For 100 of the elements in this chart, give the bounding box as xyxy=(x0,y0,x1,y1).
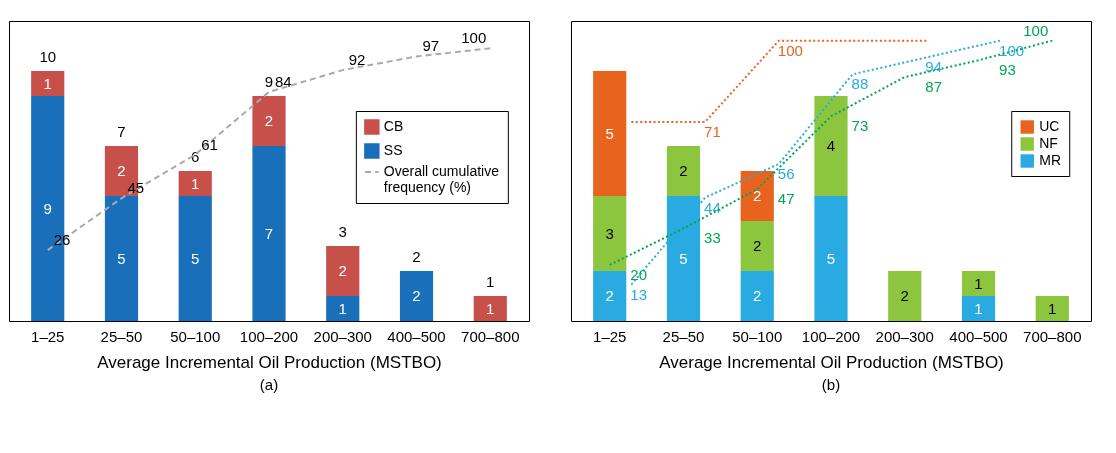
bar xyxy=(666,146,701,196)
bar xyxy=(740,171,774,221)
data-label: 2 xyxy=(264,112,274,129)
x-tick-label: 100–200 xyxy=(801,327,861,345)
data-label: 5 xyxy=(191,249,200,267)
data-label: 2 xyxy=(900,287,909,304)
text: (a) xyxy=(259,376,279,393)
bar xyxy=(961,271,996,296)
bar xyxy=(593,196,627,271)
data-label: 7 xyxy=(264,224,274,242)
data-label: 100 xyxy=(999,41,1025,59)
x-tick-label: 400–500 xyxy=(387,327,446,345)
bar xyxy=(178,196,212,321)
bar xyxy=(178,171,212,196)
total-label: 1 xyxy=(486,273,495,290)
data-label: 5 xyxy=(826,249,836,267)
data-label: 47 xyxy=(777,190,795,208)
bar xyxy=(252,96,286,146)
x-tick-label: 25–50 xyxy=(662,327,705,345)
data-label: 20 xyxy=(630,265,648,283)
x-tick-label: 200–300 xyxy=(313,327,372,345)
x-tick-label: 1–25 xyxy=(593,327,627,345)
data-label: 2 xyxy=(605,287,614,304)
legend-label: CB xyxy=(383,118,404,134)
bar xyxy=(593,271,627,321)
bar xyxy=(31,71,65,96)
data-label: 92 xyxy=(348,51,366,69)
bar xyxy=(740,271,774,321)
total-label: 2 xyxy=(412,248,421,265)
data-label: 2 xyxy=(412,287,421,304)
data-label: 13 xyxy=(630,285,648,303)
text: (b) xyxy=(821,376,841,393)
x-axis-title: Average Incremental Oil Production (MSTBO) xyxy=(97,352,442,372)
x-tick-label: 700–800 xyxy=(1023,327,1082,345)
total-label: 10 xyxy=(39,48,57,65)
legend-label: UC xyxy=(1039,118,1060,134)
data-label: 2 xyxy=(753,187,762,204)
x-tick-label: 50–100 xyxy=(170,327,221,345)
data-label: 1 xyxy=(486,299,495,317)
data-label: 100 xyxy=(1023,21,1049,39)
data-label: 5 xyxy=(605,124,614,142)
total-label: 7 xyxy=(117,123,126,140)
legend-label: NF xyxy=(1039,135,1058,151)
data-label: 3 xyxy=(605,224,614,242)
data-label: 44 xyxy=(704,198,721,216)
data-label: 100 xyxy=(777,41,803,59)
legend-label: SS xyxy=(383,142,403,158)
x-tick-label: 25–50 xyxy=(100,327,143,345)
data-label: 1 xyxy=(974,299,983,317)
data-label: 100 xyxy=(461,29,487,47)
data-label: 1 xyxy=(191,174,200,192)
data-label: 1 xyxy=(338,299,347,317)
bar xyxy=(104,196,139,321)
data-label: 1 xyxy=(43,74,52,92)
data-label: 5 xyxy=(679,249,688,267)
data-label: 87 xyxy=(925,78,943,96)
bar xyxy=(473,296,507,321)
bar xyxy=(252,146,286,321)
total-label: 3 xyxy=(338,223,347,240)
x-tick-label: 50–100 xyxy=(732,327,783,345)
data-label: 4 xyxy=(826,137,836,154)
x-tick-label: 100–200 xyxy=(239,327,299,345)
data-label: 94 xyxy=(925,58,943,76)
data-label: 97 xyxy=(422,37,440,55)
data-label: 61 xyxy=(201,135,218,153)
bar xyxy=(888,271,922,321)
bar xyxy=(326,246,360,296)
x-tick-label: 400–500 xyxy=(949,327,1008,345)
data-label: 2 xyxy=(679,162,688,179)
data-label: 2 xyxy=(338,262,347,279)
data-label: 88 xyxy=(851,75,869,93)
data-label: 84 xyxy=(275,72,292,90)
x-tick-label: 1–25 xyxy=(31,327,65,345)
bar xyxy=(814,96,848,196)
legend-label: MR xyxy=(1039,152,1062,168)
bar xyxy=(593,71,627,196)
x-tick-label: 700–800 xyxy=(461,327,520,345)
bar xyxy=(399,271,434,321)
data-label: 5 xyxy=(117,249,126,267)
data-label: 33 xyxy=(704,229,721,247)
data-label: 1 xyxy=(974,274,983,292)
data-label: 93 xyxy=(999,61,1016,79)
data-label: 1 xyxy=(1048,299,1057,317)
total-label: 6 xyxy=(191,148,200,165)
data-label: 9 xyxy=(43,199,52,217)
bar xyxy=(740,221,774,271)
legend-label: Overall cumulative frequency (%) xyxy=(383,163,500,195)
bar xyxy=(961,296,996,321)
data-label: 2 xyxy=(117,162,126,179)
data-label: 56 xyxy=(777,164,795,182)
data-label: 2 xyxy=(753,237,762,254)
x-tick-label: 200–300 xyxy=(875,327,934,345)
bar xyxy=(814,196,848,321)
data-label: 71 xyxy=(704,122,721,140)
x-axis-title: Average Incremental Oil Production (MSTBO) xyxy=(659,352,1004,372)
total-label: 9 xyxy=(264,73,274,90)
bar xyxy=(1035,296,1069,321)
data-label: 73 xyxy=(851,117,869,135)
bar xyxy=(326,296,360,321)
data-label: 2 xyxy=(753,287,762,304)
